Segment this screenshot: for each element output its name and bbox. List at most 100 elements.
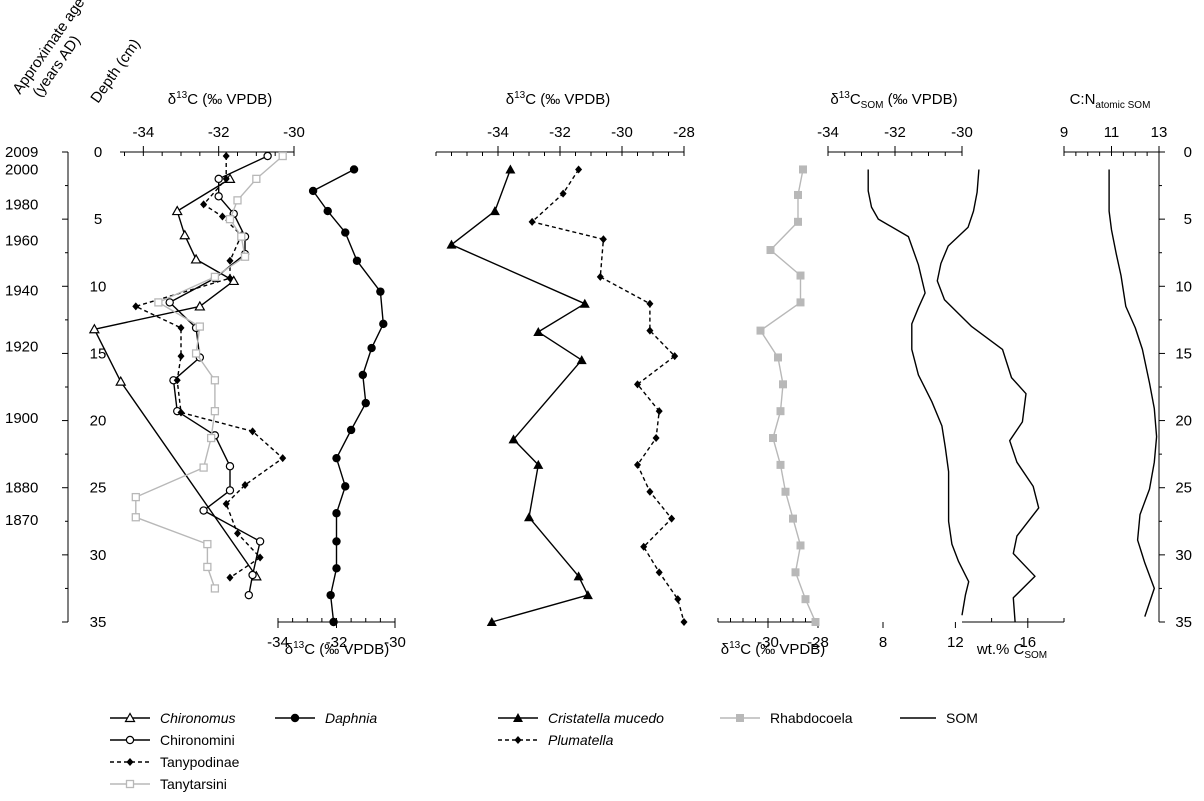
right-depth-tick-label: 15 [1175,345,1192,362]
rhabdocoela-point [811,618,820,626]
chironomus-point [179,229,191,240]
som_cn-tick-label: 11 [1104,124,1120,141]
daphnia-point [332,564,341,573]
chironomus-point [88,323,100,334]
legend-label-plumatella: Plumatella [548,732,614,748]
cristatella-mucedo-point [573,571,584,581]
plumatella-point [596,272,604,281]
som_d13c-tick-label: -34 [817,124,839,141]
age-tick-label: 1980 [5,196,38,213]
rhabdocoela-point [796,271,805,280]
tanytarsini-point [240,252,250,261]
tanypodinae-point [256,553,264,562]
chironomini-point [263,151,272,161]
rhabdocoela-point [774,353,782,362]
rhabdocoela-point [776,460,785,469]
rhabdocoela-point [799,165,807,174]
tanypodinae-point [218,212,226,221]
tanypodinae-point [226,256,234,265]
daphnia-point [349,165,359,174]
daphnia-point [352,256,362,265]
chironomini-point [225,486,235,495]
chironomus-point [115,375,127,386]
tanypodinae-point [241,481,249,490]
daphnia-point [367,343,376,353]
som_d13c-tick-label: -32 [884,124,906,141]
tanypodinae-point [173,376,181,385]
axes-layer: 0510152025303520092000198019601940192019… [5,0,1192,661]
tanytarsini-point [210,272,220,282]
plumatella-point [668,514,676,523]
legend-label-chironomini: Chironomini [160,732,235,748]
plumatella-point [646,487,654,496]
daphnia-point [323,206,332,216]
tanytarsini-point [210,376,220,385]
tanypodinae-point [226,274,234,283]
som_d13c-axis-label: δ13CSOM (‰ VPDB) [830,90,957,111]
depth-tick-label: 20 [90,413,107,430]
bryozoans-tick-label: -28 [673,124,695,141]
tanytarsini-point [252,174,261,184]
daphnia-point [341,228,350,237]
label-base: C [740,641,751,658]
daphnia-point [346,425,356,435]
chironomini-point [199,506,208,515]
rhabdocoela-point [801,595,810,604]
label-sub: SOM [1024,650,1047,661]
cristatella-mucedo-point [533,326,544,336]
right-depth-tick-label: 10 [1175,278,1192,295]
daphnia-point [361,398,370,408]
daphnia-point [329,617,338,627]
daphnia-point [341,482,350,491]
label-main: C:N [1070,91,1096,108]
label-sub: SOM [861,100,884,111]
rhabdocoela-axis-label: δ13C (‰ VPDB) [721,640,826,658]
tanypodinae-point [177,323,185,332]
tanytarsini-point [191,349,201,358]
label-sup: 13 [514,90,526,101]
plumatella-point [655,407,663,416]
daphnia-axis-label: δ13C (‰ VPDB) [285,640,390,658]
plumatella-point [652,434,660,443]
daphnia-tick-label: -30 [384,634,406,651]
right-depth-tick-label: 5 [1184,211,1192,228]
som_wt-axis-label: wt.% CSOM [976,641,1047,661]
bryozoans-axis-label: δ13C (‰ VPDB) [506,90,611,108]
som-line [867,169,970,616]
series-layer [88,151,1158,627]
chironomini-line [168,155,268,596]
tanytarsini-point [206,433,216,443]
chironomids-axis-label: δ13C (‰ VPDB) [168,90,273,108]
label-rest: (‰ VPDB) [751,641,825,658]
legend-marker-chironomini [125,735,135,745]
label-rest: (‰ VPDB) [198,91,272,108]
chironomids-tick-label: -30 [283,124,305,141]
label-sup: 13 [729,640,741,651]
rhabdocoela-point [781,487,790,496]
som_wt-tick-label: 16 [1019,634,1036,651]
daphnia-tick-label: -34 [267,634,289,651]
tanypodinae-point [226,573,234,582]
plumatella-point [528,217,536,226]
tanypodinae-point [132,302,140,311]
tanytarsini-point [233,196,242,205]
daphnia-line [312,168,384,623]
plumatella-point [655,568,663,577]
rhabdocoela-point [789,514,797,523]
cristatella-mucedo-point [533,459,544,469]
depth-tick-label: 10 [90,278,107,295]
depth-tick-label: 25 [90,480,107,497]
chironomus-point [171,205,183,216]
chironomini-point [214,192,223,201]
tanypodinae-point [200,200,208,209]
daphnia-point [358,370,368,380]
age-tick-label: 1870 [5,512,38,529]
rhabdocoela-point [791,568,800,577]
label-base: C [187,91,198,108]
chironomus-point [190,253,202,264]
rhabdocoela-point [796,298,805,307]
depth-tick-label: 35 [90,614,107,631]
label-main: δ [168,91,176,108]
tanypodinae-point [234,529,241,538]
legend-marker-chironomus [124,712,136,723]
